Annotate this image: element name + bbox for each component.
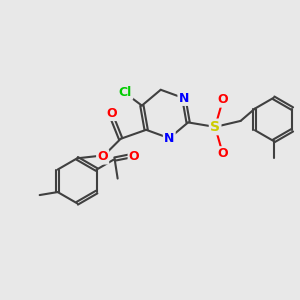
- Text: Cl: Cl: [119, 85, 132, 99]
- Text: O: O: [217, 147, 228, 161]
- Text: O: O: [129, 150, 140, 163]
- Text: O: O: [217, 93, 228, 106]
- Text: O: O: [97, 150, 108, 163]
- Text: N: N: [179, 92, 189, 105]
- Text: O: O: [106, 107, 117, 120]
- Text: S: S: [210, 120, 220, 134]
- Text: N: N: [164, 132, 175, 145]
